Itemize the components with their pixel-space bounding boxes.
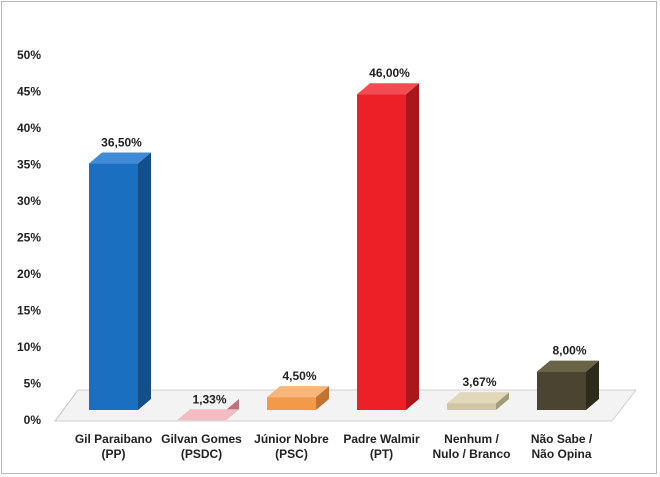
- bar-side: [496, 392, 509, 410]
- bar: [89, 163, 138, 410]
- category-label: Não Sabe /: [531, 432, 593, 446]
- bar: [267, 397, 316, 410]
- data-label: 3,67%: [462, 375, 496, 389]
- y-tick-label: 20%: [17, 267, 41, 281]
- category-label: (PSC): [275, 447, 308, 461]
- category-label: Nulo / Branco: [432, 447, 510, 461]
- category-label: (PSDC): [181, 447, 222, 461]
- data-label: 4,50%: [282, 369, 316, 383]
- category-label: Nenhum /: [444, 432, 499, 446]
- y-tick-label: 0%: [24, 413, 42, 427]
- bar: [537, 371, 586, 410]
- data-label: 46,00%: [369, 66, 410, 80]
- bar: [357, 94, 406, 410]
- category-label: (PP): [102, 447, 126, 461]
- data-label: 36,50%: [101, 136, 142, 150]
- category-label: Júnior Nobre: [254, 432, 329, 446]
- category-label: Gilvan Gomes: [161, 432, 242, 446]
- y-tick-label: 15%: [17, 304, 41, 318]
- category-label: Não Opina: [531, 447, 591, 461]
- bar-top: [177, 409, 239, 421]
- y-tick-label: 35%: [17, 158, 41, 172]
- y-tick-label: 25%: [17, 231, 41, 245]
- data-label: 8,00%: [552, 344, 586, 358]
- y-tick-label: 50%: [17, 48, 41, 62]
- bar-top: [89, 152, 151, 164]
- bar-side: [316, 386, 329, 410]
- category-label: Gil Paraibano: [75, 432, 152, 446]
- bar: [447, 403, 496, 410]
- bar-top: [357, 83, 419, 95]
- y-tick-label: 45%: [17, 85, 41, 99]
- bar-side: [586, 360, 599, 410]
- category-label: (PT): [370, 447, 393, 461]
- data-label: 1,33%: [192, 392, 226, 406]
- y-tick-label: 10%: [17, 340, 41, 354]
- bar-top: [447, 392, 509, 404]
- bar-top: [267, 386, 329, 398]
- y-tick-label: 30%: [17, 194, 41, 208]
- bar-side: [406, 83, 419, 410]
- category-label: Padre Walmir: [343, 432, 420, 446]
- y-tick-label: 5%: [24, 377, 42, 391]
- bar-top: [537, 360, 599, 372]
- y-tick-label: 40%: [17, 121, 41, 135]
- bar-side: [138, 152, 151, 411]
- floor-edge: [54, 389, 79, 422]
